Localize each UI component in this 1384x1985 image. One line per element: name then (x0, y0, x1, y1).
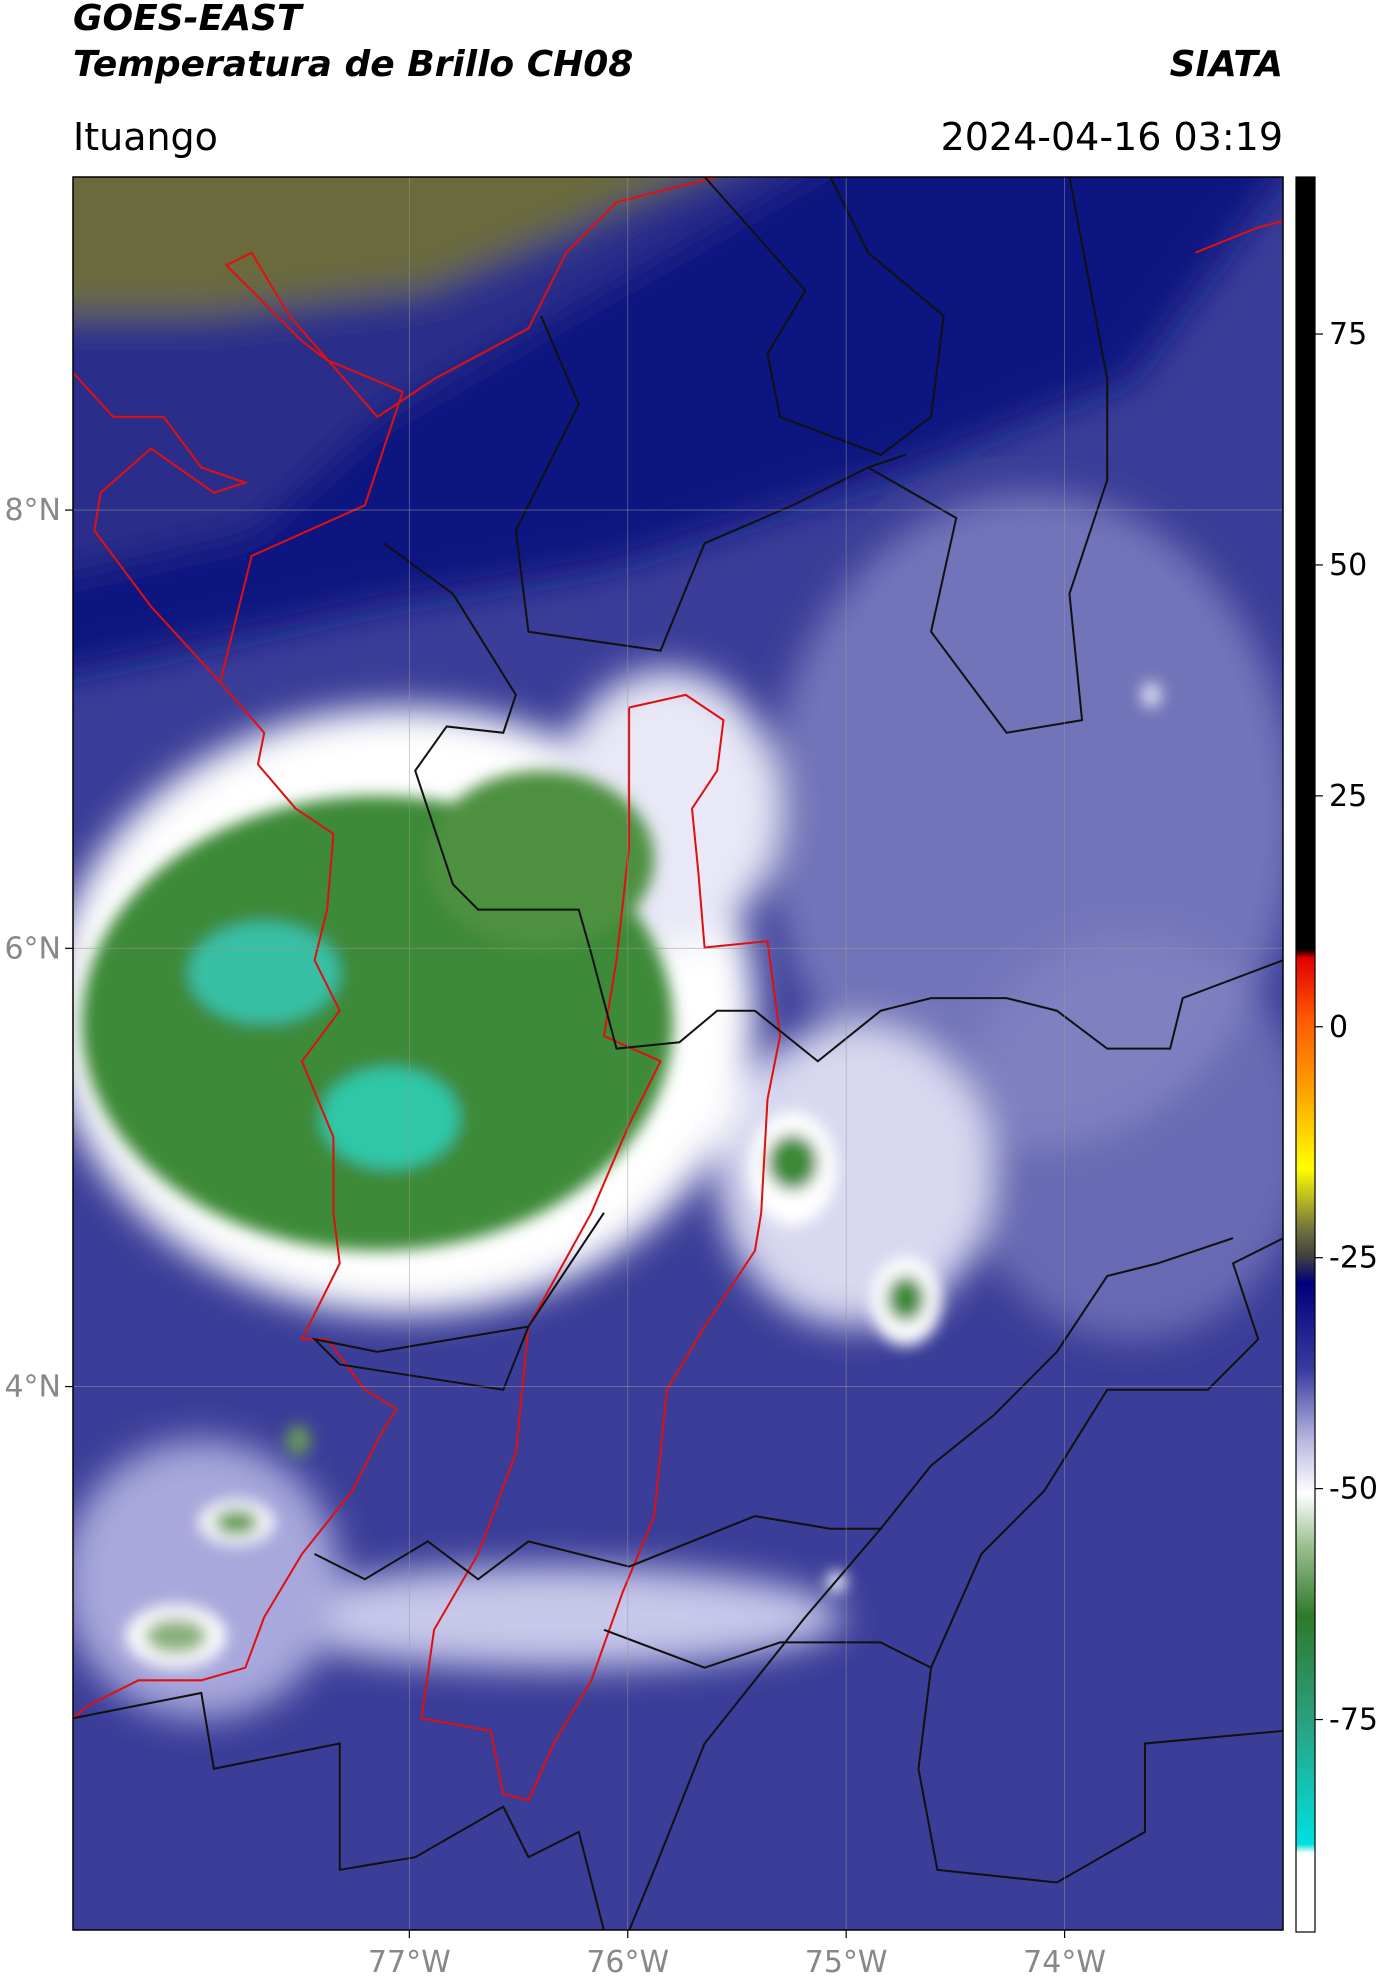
graticule (65, 177, 1283, 1938)
lon-tick-label: 74°W (1023, 1945, 1106, 1980)
source: SIATA (1170, 44, 1283, 85)
colorbar (1295, 176, 1316, 1933)
colorbar-tick-label: -50 (1329, 1472, 1378, 1507)
colorbar-tick-label: 50 (1329, 548, 1367, 583)
lon-tick-label: 75°W (805, 1945, 888, 1980)
lat-tick-label: 6°N (4, 931, 61, 966)
lon-tick-label: 76°W (586, 1945, 669, 1980)
colorbar-tick-label: 75 (1329, 317, 1367, 352)
lat-tick-label: 8°N (4, 493, 61, 528)
colorbar-tick-label: -75 (1329, 1703, 1378, 1738)
lon-tick-label: 77°W (368, 1945, 451, 1980)
subtitle: Temperatura de Brillo CH08 (73, 44, 633, 85)
map-imagery (72, 176, 1284, 1931)
title: GOES-EAST (73, 0, 304, 39)
colorbar-tick-label: 25 (1329, 779, 1367, 814)
colorbar-tick-label: -25 (1329, 1241, 1378, 1276)
location: Ituango (73, 115, 218, 159)
datetime: 2024-04-16 03:19 (941, 115, 1283, 159)
colorbar-tick-label: 0 (1329, 1010, 1348, 1045)
map-frame (72, 176, 1284, 1931)
lat-tick-label: 4°N (4, 1370, 61, 1405)
